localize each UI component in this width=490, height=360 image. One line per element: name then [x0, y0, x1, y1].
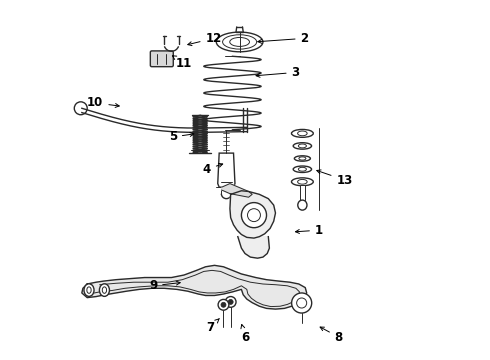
- Circle shape: [221, 302, 226, 307]
- Text: 5: 5: [169, 130, 194, 144]
- Ellipse shape: [99, 284, 109, 296]
- Polygon shape: [300, 185, 304, 200]
- Ellipse shape: [84, 284, 94, 296]
- Text: 2: 2: [258, 32, 309, 45]
- Circle shape: [228, 300, 233, 305]
- Polygon shape: [221, 184, 252, 197]
- Polygon shape: [82, 265, 307, 309]
- Text: 11: 11: [172, 56, 193, 69]
- Ellipse shape: [294, 156, 310, 161]
- Ellipse shape: [292, 178, 313, 186]
- Ellipse shape: [292, 130, 313, 137]
- Text: 1: 1: [295, 224, 323, 237]
- Text: 4: 4: [203, 163, 222, 176]
- Text: 10: 10: [87, 96, 119, 109]
- Text: 3: 3: [256, 66, 300, 79]
- Polygon shape: [230, 191, 275, 238]
- Ellipse shape: [298, 200, 307, 210]
- Text: 6: 6: [241, 324, 250, 344]
- Text: 12: 12: [188, 32, 222, 46]
- Circle shape: [225, 297, 236, 307]
- Text: 7: 7: [206, 319, 220, 333]
- FancyBboxPatch shape: [150, 51, 173, 67]
- Text: 8: 8: [320, 327, 343, 343]
- Text: 13: 13: [317, 170, 353, 186]
- Ellipse shape: [293, 166, 312, 172]
- Text: 9: 9: [149, 279, 180, 292]
- Circle shape: [292, 293, 312, 313]
- Polygon shape: [238, 237, 270, 258]
- Ellipse shape: [293, 143, 312, 149]
- Circle shape: [218, 300, 229, 310]
- Circle shape: [242, 203, 267, 228]
